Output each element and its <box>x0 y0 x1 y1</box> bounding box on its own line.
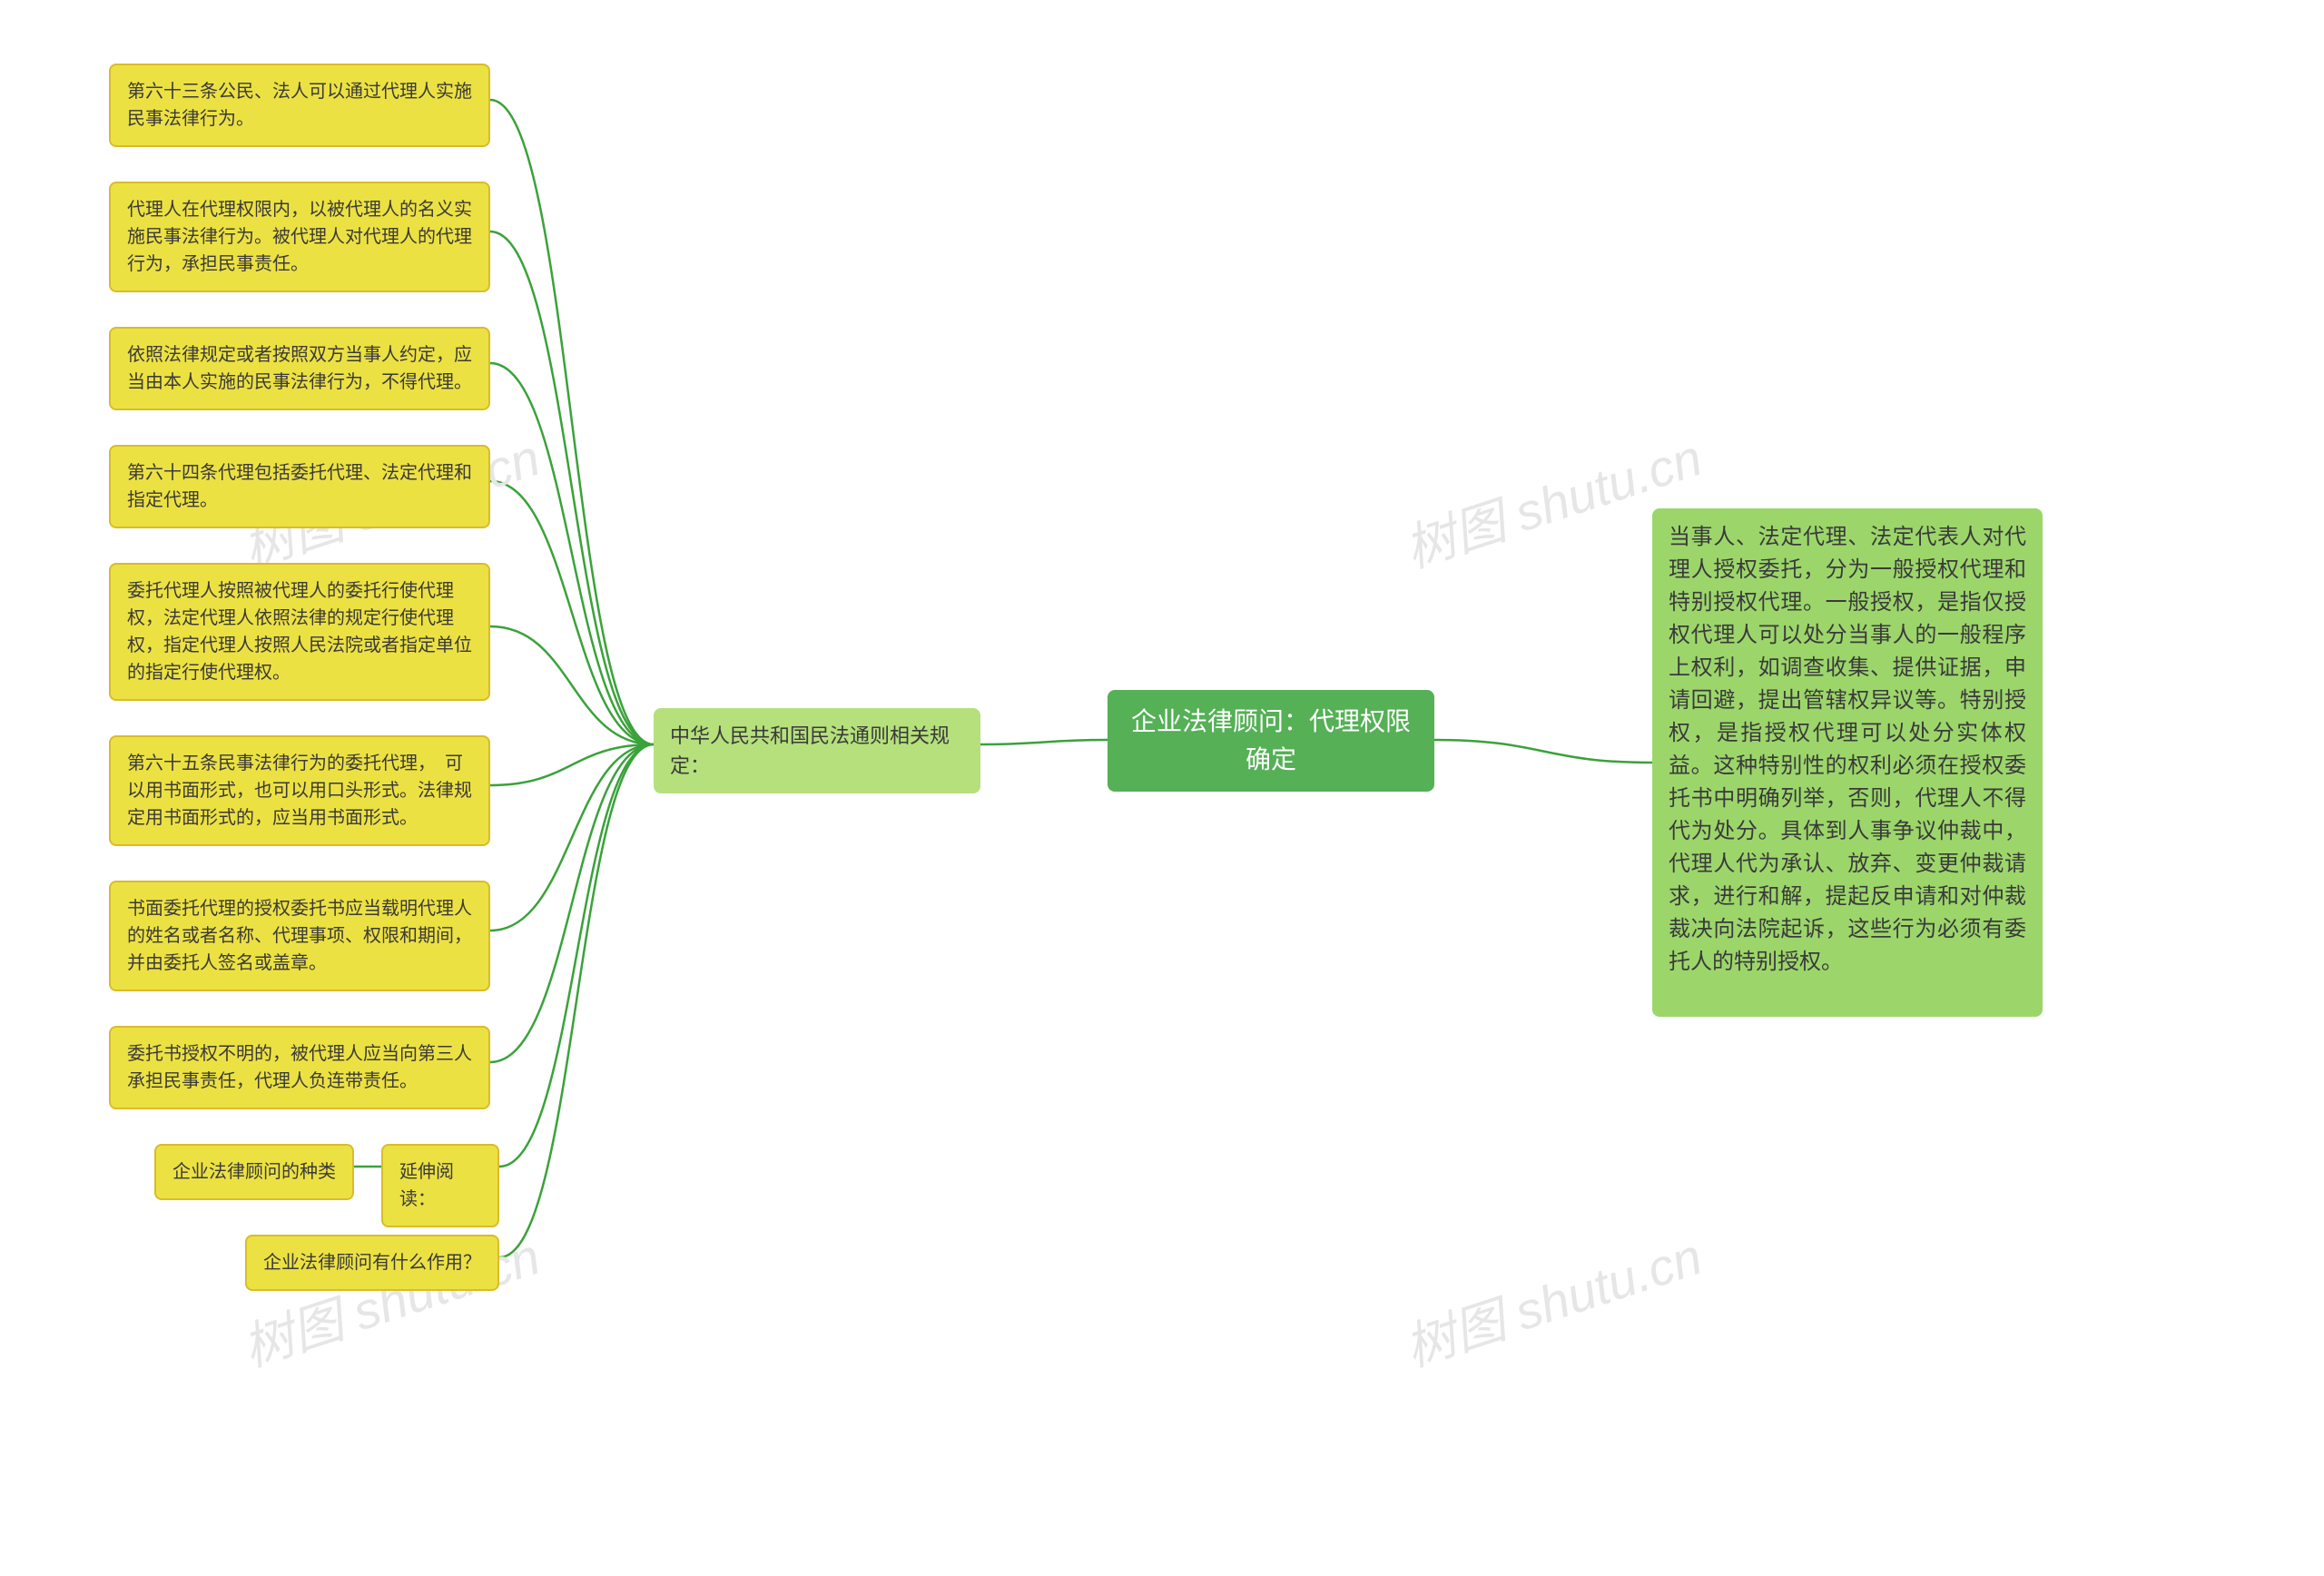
left-child-node: 书面委托代理的授权委托书应当载明代理人的姓名或者名称、代理事项、权限和期间，并由… <box>109 881 490 991</box>
left-child-node: 代理人在代理权限内，以被代理人的名义实施民事法律行为。被代理人对代理人的代理行为… <box>109 182 490 292</box>
root-node: 企业法律顾问：代理权限确定 <box>1108 690 1434 792</box>
left-child-node: 委托代理人按照被代理人的委托行使代理权，法定代理人依照法律的规定行使代理权，指定… <box>109 563 490 701</box>
watermark-4: 树图 shutu.cn <box>1394 1216 1710 1382</box>
left-child-node: 委托书授权不明的，被代理人应当向第三人承担民事责任，代理人负连带责任。 <box>109 1026 490 1109</box>
right-description-node: 当事人、法定代理、法定代表人对代理人授权委托，分为一般授权代理和特别授权代理。一… <box>1652 508 2043 1017</box>
left-child-node: 第六十四条代理包括委托代理、法定代理和指定代理。 <box>109 445 490 528</box>
left-child-node: 依照法律规定或者按照双方当事人约定，应当由本人实施的民事法律行为，不得代理。 <box>109 327 490 410</box>
left-child-node: 第六十五条民事法律行为的委托代理， 可以用书面形式，也可以用口头形式。法律规定用… <box>109 735 490 846</box>
left-parent-node: 中华人民共和国民法通则相关规定： <box>654 708 980 793</box>
left-child-node: 企业法律顾问有什么作用？ <box>245 1235 499 1291</box>
left-grandchild-node: 企业法律顾问的种类 <box>154 1144 354 1200</box>
left-child-node: 第六十三条公民、法人可以通过代理人实施民事法律行为。 <box>109 64 490 147</box>
left-child-node: 延伸阅读： <box>381 1144 499 1227</box>
